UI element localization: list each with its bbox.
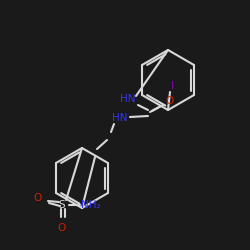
Text: S: S <box>59 200 65 210</box>
Text: O: O <box>58 223 66 233</box>
Text: I: I <box>170 81 173 91</box>
Text: O: O <box>34 193 42 203</box>
Text: HN: HN <box>120 94 136 104</box>
Text: NH₂: NH₂ <box>81 200 101 210</box>
Text: HN: HN <box>112 113 128 123</box>
Text: O: O <box>166 96 174 106</box>
